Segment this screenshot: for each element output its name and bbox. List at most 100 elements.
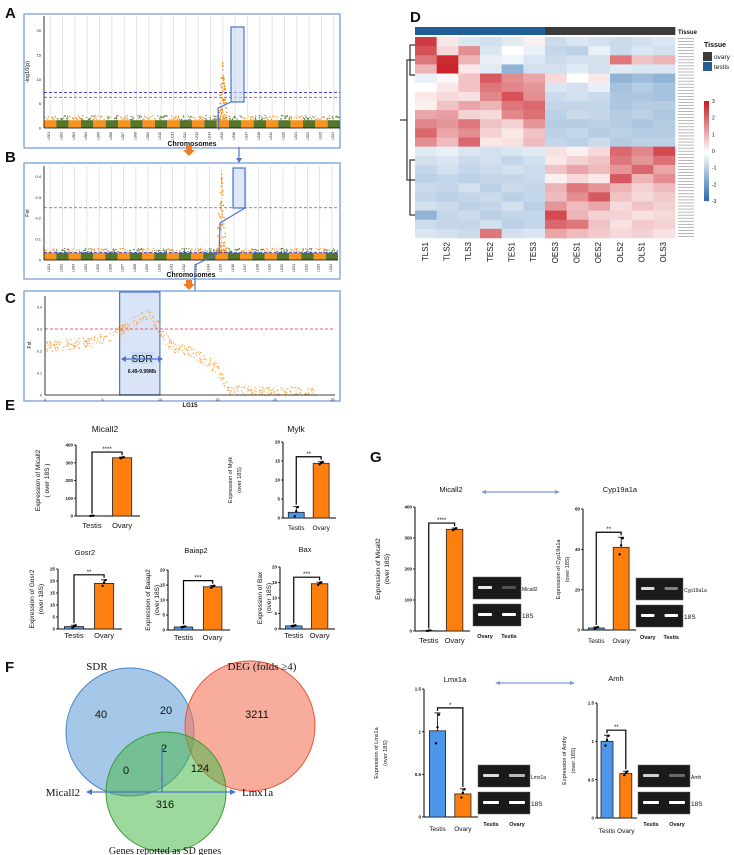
data-point: [133, 324, 135, 327]
data-point: [197, 249, 200, 251]
data-point: [306, 249, 308, 251]
heatmap-cell: [653, 73, 676, 83]
data-point: [175, 117, 177, 119]
data-point: [58, 344, 61, 346]
data-point: [116, 119, 118, 121]
data-point: [88, 338, 91, 340]
data-point: [273, 391, 276, 393]
data-point: [234, 391, 236, 394]
data-point: [119, 335, 121, 337]
data-point: [271, 389, 273, 391]
data-point: [280, 388, 283, 390]
replicate-point: [321, 460, 324, 464]
heatmap-cell: [436, 37, 459, 47]
data-point: [169, 118, 171, 120]
ovary-bar: [202, 586, 223, 631]
y-tick-label: 0: [39, 258, 42, 263]
heatmap-cell: [588, 100, 611, 111]
heatmap-cell: [545, 155, 567, 166]
venn-set-label: SDR: [86, 661, 108, 673]
data-point: [94, 115, 96, 117]
category-label: Testis: [419, 636, 438, 645]
data-point: [81, 117, 83, 119]
replicate-point: [296, 505, 299, 509]
fst-lg15-plot: 00.10.20.30.40 5 10 15 20 25FstLG15SDR6.49-9.…: [23, 290, 341, 409]
data-point: [264, 388, 266, 390]
data-point: [72, 117, 74, 119]
data-point: [150, 115, 152, 118]
color-scale-tick: 1: [712, 132, 715, 138]
category-label: Testis: [82, 521, 101, 530]
data-point: [298, 251, 300, 253]
data-point: [279, 248, 281, 250]
data-point: [146, 247, 148, 250]
peak-point: [218, 213, 220, 215]
replicate-point: [122, 455, 125, 459]
data-point: [288, 117, 290, 119]
replicate-point: [434, 742, 438, 745]
data-point: [150, 317, 152, 320]
heatmap-cell: [610, 91, 632, 102]
peak-point: [220, 86, 223, 88]
gel-band-label: Lmx1a: [531, 775, 546, 781]
data-point: [302, 249, 304, 251]
data-point: [48, 116, 50, 118]
peak-point: [222, 236, 224, 238]
peak-point: [223, 99, 226, 102]
peak-point: [221, 99, 224, 102]
heatmap-cell: [610, 119, 632, 129]
peak-point: [222, 74, 224, 77]
heatmap-cell: [610, 64, 632, 74]
chromosome-tick-label: LG22: [306, 132, 310, 140]
testis-bar: [428, 730, 446, 818]
data-point: [83, 340, 85, 343]
peak-point: [222, 76, 225, 78]
data-point: [309, 248, 311, 250]
data-point: [174, 344, 176, 346]
heatmap-cell: [545, 37, 567, 47]
data-point: [242, 386, 244, 388]
data-point: [305, 248, 307, 250]
data-point: [103, 337, 105, 339]
data-point: [165, 343, 168, 345]
data-point: [165, 250, 167, 252]
heatmap-cell: [566, 82, 589, 93]
data-point: [49, 346, 52, 348]
heatmap-cell: [415, 46, 437, 56]
data-point: [183, 116, 185, 118]
peak-point: [221, 177, 223, 180]
data-point: [200, 358, 202, 361]
data-point: [328, 117, 331, 119]
heatmap-cell: [545, 137, 567, 147]
y-tick-label: 100: [404, 598, 412, 603]
data-point: [331, 117, 333, 119]
peak-point: [221, 189, 224, 192]
data-point: [199, 360, 201, 362]
data-point: [119, 326, 122, 328]
data-point: [158, 249, 160, 251]
color-scale-step: [704, 183, 709, 187]
data-point: [68, 251, 70, 253]
heatmap-cell: [480, 55, 502, 65]
heatmap-cell: [588, 73, 611, 83]
ovary-bar: [445, 528, 464, 632]
data-point: [67, 349, 69, 351]
y-tick-label: 20: [160, 568, 166, 573]
ovary-bar: [612, 546, 630, 631]
heatmap-cell: [523, 174, 546, 184]
x-axis-label: LG15: [182, 403, 198, 409]
data-point: [169, 339, 172, 341]
heatmap-cell: [566, 137, 589, 147]
data-point: [275, 248, 278, 250]
data-point: [243, 387, 245, 389]
data-point: [296, 249, 298, 251]
data-point: [49, 250, 51, 252]
peak-point: [221, 62, 224, 64]
data-point: [157, 331, 159, 333]
data-point: [182, 352, 185, 354]
data-point: [221, 115, 224, 118]
data-point: [52, 249, 55, 251]
peak-point: [225, 119, 228, 121]
heatmap-cell: [653, 164, 676, 175]
chromosome-tick-label: LG17: [243, 264, 247, 272]
